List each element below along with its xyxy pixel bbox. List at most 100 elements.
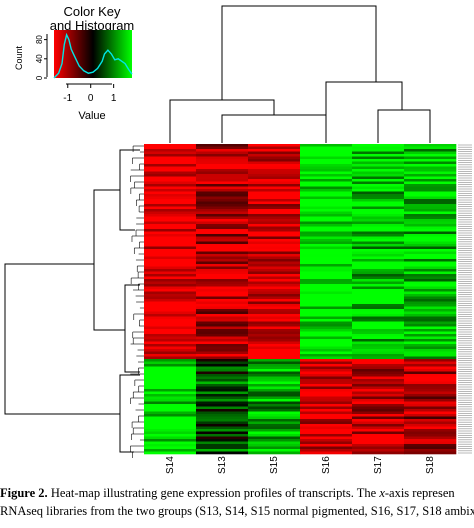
- heatmap-cell: [144, 221, 197, 225]
- heatmap-cell: [196, 161, 249, 165]
- heatmap-cell: [300, 224, 353, 227]
- heatmap-cell: [404, 259, 457, 262]
- heatmap-cell: [144, 371, 197, 375]
- heatmap-cell: [248, 226, 301, 230]
- heatmap-cell: [300, 171, 353, 175]
- heatmap-cell: [352, 364, 405, 367]
- heatmap-cell: [196, 416, 249, 420]
- heatmap-cell: [196, 189, 249, 192]
- heatmap-cell: [404, 364, 457, 367]
- heatmap-cell: [196, 314, 249, 317]
- heatmap-cell: [404, 379, 457, 382]
- heatmap-cell: [300, 364, 353, 367]
- heatmap-cell: [352, 379, 405, 382]
- heatmap-cell: [352, 374, 405, 377]
- heatmap-cell: [300, 201, 353, 205]
- heatmap-cell: [352, 326, 405, 330]
- heatmap-cell: [404, 246, 457, 250]
- heatmap-cell: [404, 209, 457, 212]
- heatmap-cell: [352, 166, 405, 170]
- heatmap-cell: [248, 279, 301, 282]
- heatmap-cell: [404, 414, 457, 417]
- heatmap-cell: [144, 266, 197, 270]
- heatmap-cell: [404, 301, 457, 305]
- heatmap-cell: [300, 316, 353, 320]
- heatmap-cell: [300, 256, 353, 260]
- heatmap-cell: [404, 431, 457, 435]
- heatmap-cell: [144, 279, 197, 282]
- heatmap-cell: [248, 294, 301, 297]
- heatmap-cell: [404, 441, 457, 445]
- heatmap-cell: [196, 364, 249, 367]
- heatmap-cell: [300, 151, 353, 155]
- column-label: S17: [373, 456, 384, 474]
- heatmap-cell: [300, 291, 353, 295]
- heatmap-cell: [300, 424, 353, 427]
- heatmap-cell: [404, 386, 457, 390]
- heatmap-cell: [144, 441, 197, 445]
- heatmap-cell: [196, 149, 249, 152]
- heatmap-cell: [300, 214, 353, 217]
- heatmap-cell: [352, 446, 405, 450]
- heatmap-cell: [144, 281, 197, 285]
- heatmap-cell: [300, 179, 353, 182]
- heatmap-cell: [352, 316, 405, 320]
- heatmap-cell: [352, 174, 405, 177]
- key-xtick-label: -1: [63, 93, 72, 104]
- heatmap-cell: [300, 411, 353, 415]
- heatmap-cell: [352, 291, 405, 295]
- heatmap-cell: [144, 179, 197, 182]
- heatmap-cell: [300, 149, 353, 152]
- heatmap-cell: [248, 184, 301, 187]
- heatmap-cell: [196, 246, 249, 250]
- heatmap-cell: [144, 214, 197, 217]
- heatmap-cell: [300, 279, 353, 282]
- heatmap-cell: [404, 324, 457, 327]
- heatmap-cell: [352, 421, 405, 425]
- heatmap-cell: [300, 184, 353, 187]
- heatmap-cell: [248, 146, 301, 150]
- heatmap-cell: [404, 356, 457, 360]
- caption-line1-b: -axis represen: [384, 486, 455, 500]
- heatmap-cell: [248, 274, 301, 277]
- heatmap-cell: [196, 331, 249, 335]
- heatmap-cell: [196, 341, 249, 345]
- heatmap-cell: [300, 196, 353, 200]
- heatmap-cell: [352, 251, 405, 255]
- heatmap-cell: [404, 174, 457, 177]
- heatmap-cell: [196, 384, 249, 387]
- heatmap-cell: [248, 176, 301, 180]
- heatmap-cell: [248, 416, 301, 420]
- heatmap-cell: [248, 159, 301, 162]
- heatmap-cell: [144, 419, 197, 422]
- heatmap-cell: [248, 369, 301, 372]
- heatmap-cell: [144, 254, 197, 257]
- heatmap-cell: [144, 256, 197, 260]
- heatmap-cell: [248, 384, 301, 387]
- heatmap-cell: [300, 346, 353, 350]
- heatmap-cell: [248, 291, 301, 295]
- heatmap-cell: [300, 419, 353, 422]
- heatmap-cell: [300, 376, 353, 380]
- heatmap-cell: [404, 274, 457, 277]
- heatmap-cell: [196, 386, 249, 390]
- heatmap-cell: [144, 144, 197, 147]
- heatmap-cell: [352, 279, 405, 282]
- heatmap-cell: [144, 306, 197, 310]
- heatmap-cell: [404, 449, 457, 452]
- heatmap-cell: [300, 366, 353, 370]
- heatmap-cell: [352, 329, 405, 332]
- heatmap-cell: [196, 151, 249, 155]
- heatmap-cell: [196, 234, 249, 237]
- heatmap-cell: [196, 289, 249, 292]
- heatmap-cell: [248, 424, 301, 427]
- heatmap-cell: [248, 239, 301, 242]
- heatmap-cell: [248, 441, 301, 445]
- heatmap-cell: [300, 284, 353, 287]
- heatmap-cell: [300, 164, 353, 167]
- heatmap-cell: [352, 376, 405, 380]
- heatmap-cell: [352, 284, 405, 287]
- heatmap-cell: [404, 219, 457, 222]
- heatmap-cell: [404, 204, 457, 207]
- heatmap-cell: [352, 294, 405, 297]
